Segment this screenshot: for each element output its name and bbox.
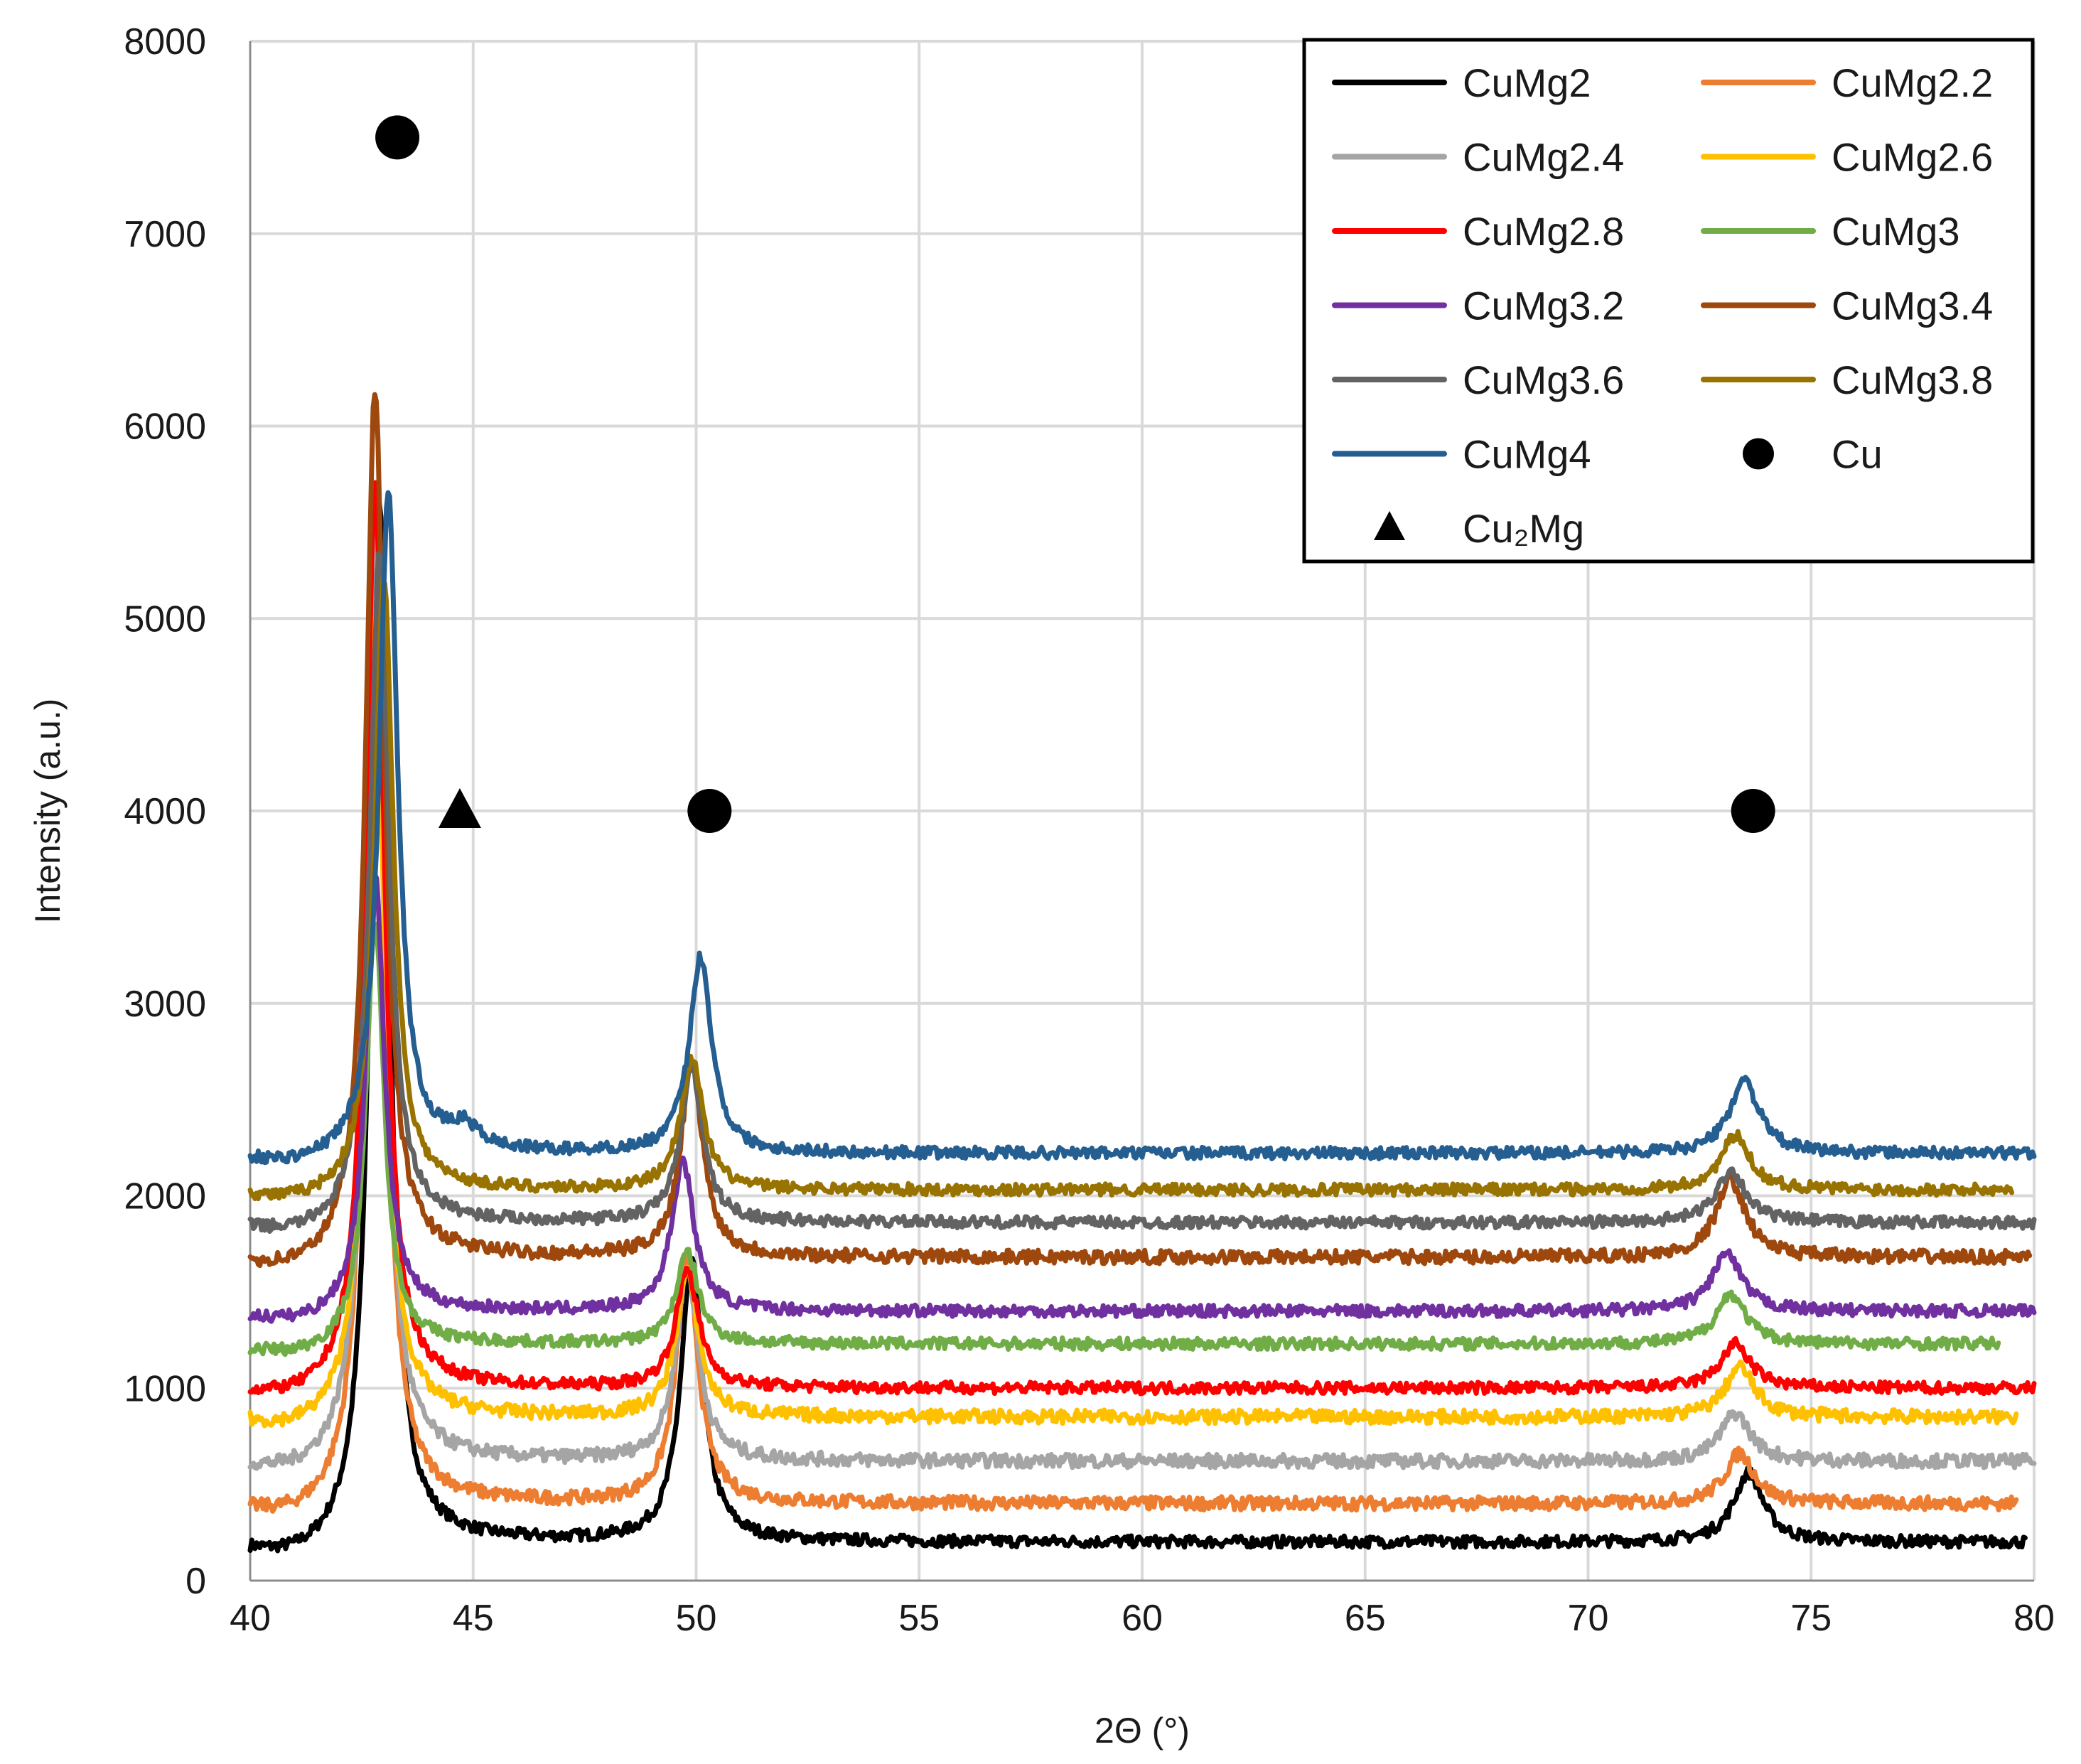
cu-phase-marker [1731, 789, 1775, 833]
cu2mg-phase-marker [438, 788, 481, 828]
legend-label: CuMg3.4 [1832, 284, 1993, 328]
cu-phase-marker [375, 115, 420, 160]
y-tick-label: 7000 [124, 214, 206, 255]
x-tick-label: 50 [676, 1598, 717, 1639]
series-CuMg2 [247, 500, 2028, 1554]
y-tick-label: 4000 [124, 791, 206, 832]
legend-label: CuMg2.6 [1832, 135, 1993, 180]
legend-cu2mg-marker [1374, 511, 1405, 540]
legend-label: CuMg3.6 [1463, 357, 1624, 402]
legend-box [1302, 38, 2035, 564]
y-tick-label: 5000 [124, 598, 206, 640]
x-tick-label: 55 [898, 1598, 940, 1639]
cu-phase-marker [687, 789, 732, 833]
legend-label: CuMg3 [1832, 209, 1960, 254]
series-CuMg3 [247, 922, 2001, 1357]
x-tick-label: 65 [1345, 1598, 1386, 1639]
series-CuMg3.2 [247, 872, 2037, 1324]
y-axis-title: Intensity (a.u.) [28, 699, 68, 924]
y-tick-label: 6000 [124, 407, 206, 448]
y-tick-label: 0 [185, 1561, 206, 1602]
x-tick-label: 80 [2013, 1598, 2055, 1639]
legend-label: CuMg3.2 [1463, 284, 1624, 328]
series-CuMg3.8 [247, 576, 2015, 1202]
series-CuMg4 [247, 490, 2037, 1166]
y-tick-label: 3000 [124, 984, 206, 1025]
series-CuMg2.2 [247, 480, 2019, 1514]
legend-label: CuMg4 [1463, 432, 1591, 477]
x-tick-label: 40 [230, 1598, 271, 1639]
y-tick-label: 1000 [124, 1368, 206, 1409]
y-tick-label: 2000 [124, 1176, 206, 1217]
legend-label: CuMg2.2 [1832, 60, 1993, 105]
phase-markers [375, 115, 1775, 833]
series-CuMg2.4 [247, 515, 2037, 1471]
x-tick-label: 70 [1568, 1598, 1609, 1639]
series-CuMg2.6 [247, 613, 2019, 1429]
legend-label: CuMg3.8 [1832, 357, 1993, 402]
series [247, 392, 2037, 1554]
legend-cu-marker [1743, 438, 1774, 470]
legend-label: CuMg2 [1463, 60, 1591, 105]
x-axis-title: 2Θ (°) [1095, 1711, 1190, 1750]
legend-label: CuMg2.4 [1463, 135, 1624, 180]
x-tick-label: 45 [453, 1598, 494, 1639]
legend-label: Cu₂Mg [1463, 506, 1584, 551]
legend-label: Cu [1832, 432, 1883, 477]
series-CuMg2.8 [247, 480, 2037, 1397]
axes: 40 45 50 55 60 65 70 75 80 0 1000 2000 3000 4000 5000 6… [124, 21, 2055, 1639]
x-tick-label: 60 [1122, 1598, 1163, 1639]
series-CuMg3.6 [247, 551, 2037, 1234]
y-tick-label: 8000 [124, 21, 206, 63]
x-tick-label: 75 [1790, 1598, 1832, 1639]
legend: CuMg2 CuMg2.2 CuMg2.4 CuMg2.6 CuMg2.8 CuMg3 Cu… [1302, 38, 2035, 564]
series-CuMg3.4 [247, 392, 2033, 1269]
legend-label: CuMg2.8 [1463, 209, 1624, 254]
